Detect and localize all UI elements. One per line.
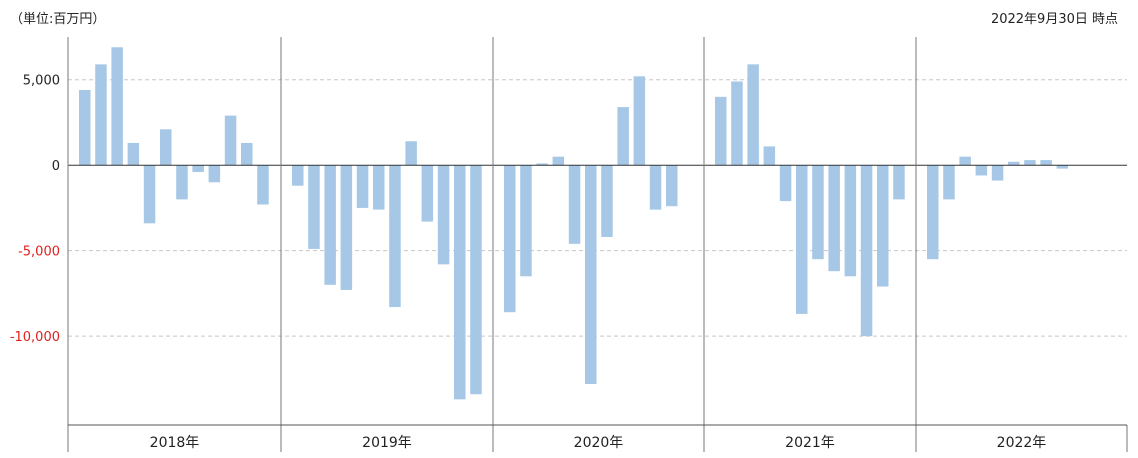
bar bbox=[192, 165, 204, 173]
bars-layer bbox=[79, 47, 1069, 400]
bar bbox=[241, 142, 253, 166]
bar bbox=[959, 156, 971, 166]
bar bbox=[747, 64, 759, 166]
bar bbox=[828, 165, 840, 272]
bar bbox=[340, 165, 353, 290]
bar bbox=[666, 165, 678, 207]
bar bbox=[1056, 165, 1069, 169]
bar bbox=[877, 165, 889, 287]
x-category-label: 2019年 bbox=[362, 435, 412, 451]
bar bbox=[1008, 161, 1020, 166]
bar bbox=[389, 165, 401, 308]
grid-layer bbox=[68, 79, 1127, 337]
bar bbox=[649, 165, 662, 210]
bar bbox=[257, 165, 269, 205]
bar bbox=[405, 141, 417, 166]
bar bbox=[437, 165, 450, 265]
y-tick-label: 5,000 bbox=[23, 74, 60, 89]
bar bbox=[860, 165, 873, 337]
bar bbox=[991, 165, 1004, 181]
bar bbox=[1040, 160, 1052, 166]
y-tick-label: 0 bbox=[52, 159, 60, 174]
axes-layer bbox=[67, 37, 1128, 452]
bar bbox=[143, 165, 156, 224]
bar bbox=[224, 115, 237, 166]
y-tick-label: -10,000 bbox=[10, 330, 60, 345]
bar bbox=[160, 129, 172, 166]
bar bbox=[731, 81, 743, 166]
bar bbox=[1024, 160, 1036, 166]
bar bbox=[95, 64, 107, 166]
bar bbox=[79, 89, 91, 166]
bar bbox=[536, 163, 548, 166]
bar bbox=[552, 156, 565, 166]
bar bbox=[470, 165, 482, 395]
bar bbox=[617, 107, 629, 166]
y-tick-label: -5,000 bbox=[18, 245, 60, 260]
bar bbox=[373, 165, 385, 210]
bar bbox=[585, 165, 597, 384]
bar bbox=[927, 165, 939, 260]
x-category-label: 2021年 bbox=[785, 435, 835, 451]
unit-label: （単位:百万円） bbox=[10, 12, 106, 27]
bar bbox=[421, 165, 434, 222]
as-of-date-label: 2022年9月30日 時点 bbox=[990, 12, 1118, 27]
bar bbox=[111, 47, 123, 166]
x-category-label: 2022年 bbox=[997, 435, 1047, 451]
bar bbox=[504, 165, 516, 313]
bar bbox=[208, 165, 221, 183]
bar bbox=[975, 165, 988, 176]
bar bbox=[943, 165, 955, 200]
bar bbox=[601, 165, 613, 237]
bar bbox=[454, 165, 466, 400]
bar bbox=[292, 165, 304, 186]
bar bbox=[633, 76, 646, 166]
bar bbox=[893, 165, 905, 200]
bar bbox=[763, 146, 776, 166]
bar bbox=[520, 165, 532, 277]
bar bbox=[324, 165, 336, 285]
bar bbox=[356, 165, 369, 208]
bar bbox=[812, 165, 824, 260]
bar bbox=[715, 96, 727, 166]
bar bbox=[127, 142, 140, 166]
x-category-label: 2018年 bbox=[150, 435, 200, 451]
labels-layer: 5,000 0 -5,000 -10,000 2018年 2019年 2020年 2021年 2… bbox=[10, 74, 1047, 451]
x-category-label: 2020年 bbox=[574, 435, 624, 451]
bar bbox=[176, 165, 188, 200]
bar bbox=[779, 165, 792, 202]
bar bbox=[568, 165, 581, 244]
bar bbox=[844, 165, 857, 277]
bar bbox=[308, 165, 320, 249]
bar bbox=[796, 165, 808, 314]
